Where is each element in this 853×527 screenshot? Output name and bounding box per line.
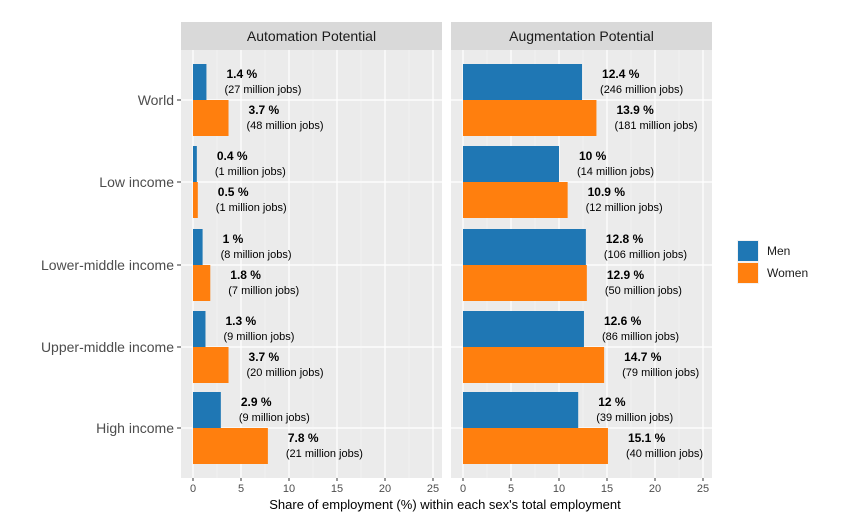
data-label-percent: 1.8 % (230, 268, 261, 282)
bar-men-automation (193, 229, 203, 265)
facet-title-automation: Automation Potential (247, 28, 376, 44)
x-tick-label: 15 (331, 483, 343, 495)
x-tick-labels: 0 5 10 15 20 25 0 5 10 15 20 25 (190, 478, 709, 495)
data-label-jobs: (1 million jobs) (215, 166, 286, 178)
category-labels: World Low income Lower-middle income Upper-… (41, 92, 181, 436)
data-label-jobs: (1 million jobs) (216, 202, 287, 214)
chart-marks: 1.4 % (27 million jobs) 0.4 % (1 million jo… (193, 64, 703, 464)
data-label-jobs: (86 million jobs) (602, 331, 679, 343)
bar-women-automation (193, 182, 198, 218)
category-label: Upper-middle income (41, 339, 174, 355)
bar-men-augmentation (463, 146, 559, 182)
x-tick-label: 15 (601, 483, 613, 495)
data-label-percent: 12.4 % (602, 67, 640, 81)
data-label-percent: 7.8 % (288, 431, 319, 445)
x-tick-label: 5 (238, 483, 244, 495)
data-label-percent: 13.9 % (616, 103, 654, 117)
bar-women-augmentation (463, 182, 568, 218)
x-tick-label: 20 (379, 483, 391, 495)
data-label-jobs: (8 million jobs) (221, 249, 292, 261)
data-label-percent: 1 % (223, 232, 244, 246)
x-tick-label: 20 (649, 483, 661, 495)
data-label-jobs: (50 million jobs) (605, 285, 682, 297)
x-tick-label: 10 (283, 483, 295, 495)
category-label: Low income (99, 174, 174, 190)
bar-men-augmentation (463, 229, 586, 265)
data-label-percent: 0.5 % (218, 185, 249, 199)
data-label-jobs: (48 million jobs) (247, 120, 324, 132)
data-label-percent: 12.8 % (606, 232, 644, 246)
legend-label-men: Men (767, 244, 790, 258)
legend-swatch-men (738, 241, 758, 261)
data-label-jobs: (246 million jobs) (600, 84, 683, 96)
data-label-percent: 14.7 % (624, 350, 662, 364)
bar-women-automation (193, 347, 229, 383)
x-tick-label: 0 (460, 483, 466, 495)
x-tick-label: 25 (697, 483, 709, 495)
data-label-jobs: (21 million jobs) (286, 448, 363, 460)
bar-men-automation (193, 311, 206, 347)
data-label-jobs: (9 million jobs) (223, 331, 294, 343)
facet-strip-automation (181, 22, 442, 50)
data-label-percent: 12.9 % (607, 268, 645, 282)
data-label-jobs: (9 million jobs) (239, 412, 310, 424)
data-label-percent: 2.9 % (241, 395, 272, 409)
data-label-jobs: (7 million jobs) (228, 285, 299, 297)
bar-men-augmentation (463, 392, 579, 428)
category-label: Lower-middle income (41, 257, 174, 273)
data-label-jobs: (14 million jobs) (577, 166, 654, 178)
facet-title-augmentation: Augmentation Potential (509, 28, 654, 44)
bar-men-augmentation (463, 64, 583, 100)
data-label-jobs: (79 million jobs) (622, 367, 699, 379)
category-label: High income (96, 420, 174, 436)
x-tick-label: 5 (508, 483, 514, 495)
bar-women-automation (193, 100, 229, 136)
x-axis-title: Share of employment (%) within each sex'… (269, 497, 621, 512)
data-label-percent: 1.4 % (226, 67, 257, 81)
data-label-percent: 12 % (598, 395, 626, 409)
bar-women-augmentation (463, 265, 587, 301)
data-label-jobs: (40 million jobs) (626, 448, 703, 460)
data-label-percent: 1.3 % (225, 314, 256, 328)
data-label-percent: 12.6 % (604, 314, 642, 328)
x-tick-label: 25 (427, 483, 439, 495)
data-label-jobs: (27 million jobs) (224, 84, 301, 96)
data-label-jobs: (20 million jobs) (247, 367, 324, 379)
data-label-percent: 0.4 % (217, 149, 248, 163)
bar-women-automation (193, 265, 211, 301)
bar-men-automation (193, 392, 221, 428)
data-label-jobs: (39 million jobs) (596, 412, 673, 424)
legend: Men Women (737, 240, 808, 284)
facet-strip-augmentation (451, 22, 712, 50)
bar-men-automation (193, 64, 207, 100)
bar-men-automation (193, 146, 197, 182)
data-label-jobs: (181 million jobs) (614, 120, 697, 132)
bar-men-augmentation (463, 311, 584, 347)
bar-women-augmentation (463, 100, 597, 136)
legend-label-women: Women (767, 266, 808, 280)
bar-women-automation (193, 428, 268, 464)
bar-women-augmentation (463, 347, 605, 383)
legend-swatch-women (738, 263, 758, 283)
category-label: World (138, 92, 174, 108)
data-label-percent: 3.7 % (249, 103, 280, 117)
data-label-jobs: (12 million jobs) (586, 202, 663, 214)
x-tick-label: 10 (553, 483, 565, 495)
x-tick-label: 0 (190, 483, 196, 495)
data-label-jobs: (106 million jobs) (604, 249, 687, 261)
data-label-percent: 3.7 % (249, 350, 280, 364)
data-label-percent: 10 % (579, 149, 607, 163)
data-label-percent: 15.1 % (628, 431, 666, 445)
data-label-percent: 10.9 % (588, 185, 626, 199)
bar-women-augmentation (463, 428, 608, 464)
